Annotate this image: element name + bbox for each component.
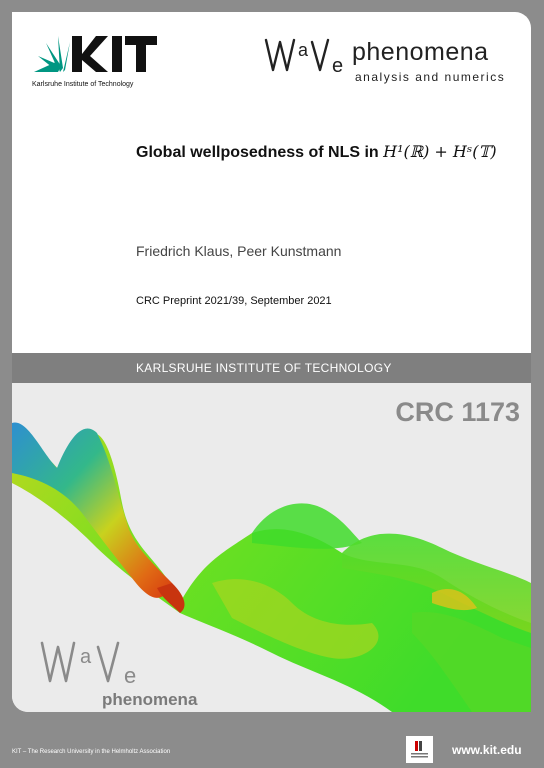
wave-subtitle: analysis and numerics [355,70,506,84]
wave-phenomena-bottom-logo: a e phenomena [36,633,216,712]
title-text: Global wellposedness of NLS in [136,144,379,161]
bottom-logo-word: phenomena [102,690,198,709]
institute-band: KARLSRUHE INSTITUTE OF TECHNOLOGY [12,353,531,383]
svg-text:e: e [332,55,343,77]
wave-bottom-logo-icon: a e [40,641,136,688]
title-math: H¹(ℝ) + Hˢ(𝕋) [383,142,497,161]
kit-website-link[interactable]: www.kit.edu [452,743,522,757]
svg-text:e: e [124,663,136,688]
kit-subtitle: Karlsruhe Institute of Technology [32,81,134,88]
footer-text: KIT – The Research University in the Hel… [12,749,171,755]
institute-band-label: KARLSRUHE INSTITUTE OF TECHNOLOGY [136,361,392,375]
kit-logo-icon [34,36,157,72]
wave-title: phenomena [352,38,489,66]
kit-logo: Karlsruhe Institute of Technology [32,32,160,94]
wave-surface-image [12,422,531,712]
crc-label: CRC 1173 [395,397,520,427]
svg-text:a: a [298,40,309,60]
wave-phenomena-logo: a e phenomena analysis and numerics [260,32,525,92]
svg-text:a: a [80,646,92,668]
wave-logo-icon: a e [264,38,343,77]
document-title: Global wellposedness of NLS in H¹(ℝ) + H… [136,142,497,162]
wave-surface-graphic: CRC 1173 a e phenomena [12,383,531,712]
preprint-cover: Karlsruhe Institute of Technology a e ph… [12,12,531,712]
helmholtz-badge-icon [406,736,433,763]
preprint-info: CRC Preprint 2021/39, September 2021 [136,295,332,307]
authors: Friedrich Klaus, Peer Kunstmann [136,243,342,259]
